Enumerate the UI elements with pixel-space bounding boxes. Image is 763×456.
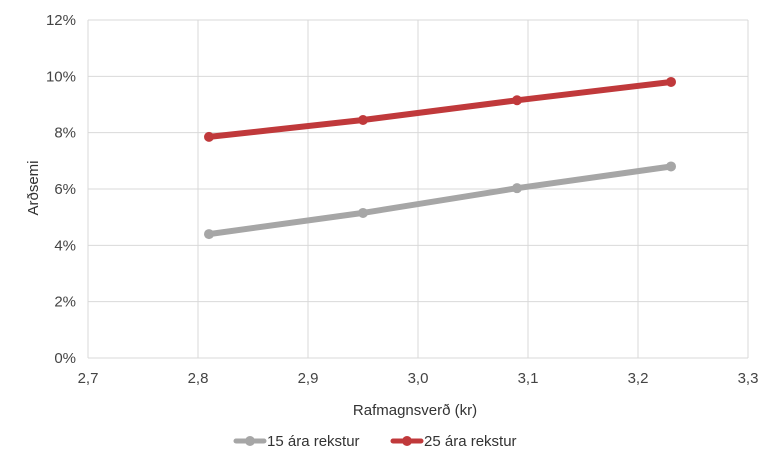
series-layer bbox=[204, 76, 676, 240]
x-tick-label: 3,3 bbox=[738, 370, 759, 387]
y-axis-title: Arðsemi bbox=[25, 160, 42, 215]
data-point bbox=[666, 161, 676, 172]
data-point bbox=[512, 183, 522, 194]
y-tick-label: 6% bbox=[54, 181, 76, 198]
data-point bbox=[204, 229, 214, 240]
x-tick-label: 3,1 bbox=[518, 370, 539, 387]
data-point bbox=[358, 114, 368, 125]
legend-marker bbox=[402, 436, 412, 446]
y-tick-label: 2% bbox=[54, 294, 76, 311]
data-point bbox=[666, 76, 676, 87]
legend-item-2: 25 ára rekstur bbox=[390, 433, 517, 450]
y-axis-ticks: 0% 2% 4% 6% 8% 10% 12% bbox=[46, 12, 76, 367]
series-line bbox=[206, 163, 674, 238]
x-tick-label: 3,2 bbox=[628, 370, 649, 387]
x-tick-label: 3,0 bbox=[408, 370, 429, 387]
x-tick-label: 2,9 bbox=[298, 370, 319, 387]
series-line bbox=[206, 79, 674, 140]
legend-item-1: 15 ára rekstur bbox=[233, 433, 360, 450]
legend-label: 15 ára rekstur bbox=[267, 433, 360, 450]
x-tick-label: 2,7 bbox=[78, 370, 99, 387]
legend-label: 25 ára rekstur bbox=[424, 433, 517, 450]
legend: 15 ára rekstur 25 ára rekstur bbox=[233, 433, 517, 450]
y-tick-label: 8% bbox=[54, 125, 76, 142]
x-axis-title: Rafmagnsverð (kr) bbox=[353, 402, 477, 419]
data-point bbox=[512, 95, 522, 106]
y-tick-label: 10% bbox=[46, 68, 76, 85]
data-point bbox=[204, 131, 214, 142]
x-tick-label: 2,8 bbox=[188, 370, 209, 387]
grid bbox=[87, 19, 749, 359]
y-tick-label: 4% bbox=[54, 237, 76, 254]
series-2 bbox=[204, 76, 676, 142]
legend-marker bbox=[245, 436, 255, 446]
x-axis-ticks: 2,7 2,8 2,9 3,0 3,1 3,2 3,3 bbox=[78, 370, 759, 387]
y-tick-label: 0% bbox=[54, 350, 76, 367]
y-tick-label: 12% bbox=[46, 12, 76, 29]
data-point bbox=[358, 207, 368, 218]
series-1 bbox=[204, 161, 676, 240]
